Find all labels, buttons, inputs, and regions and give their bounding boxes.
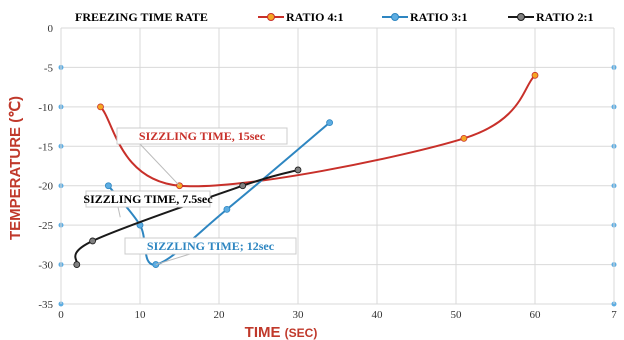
data-point [223, 205, 231, 213]
callout-label: SIZZLING TIME; 12sec [147, 239, 275, 253]
series-line-ratio-3-1 [107, 121, 331, 266]
callout-leader [117, 206, 121, 218]
y-tick-label: -5 [44, 62, 54, 74]
x-tick-label: 10 [135, 309, 147, 321]
callouts: SIZZLING TIME, 15sec SIZZLING TIME, 7.5se… [83, 127, 297, 266]
data-point [89, 237, 96, 245]
data-point [294, 166, 302, 174]
series-line-ratio-4-1 [99, 74, 536, 188]
y-tick-label: -20 [38, 181, 53, 193]
callout-leader [155, 253, 191, 266]
callout-box [85, 190, 211, 208]
legend-label-ratio-3-1: RATIO 3:1 [410, 10, 467, 24]
x-tick-label: 40 [372, 309, 384, 321]
series-line-ratio-2-1 [74, 168, 299, 266]
y-tick-label: 0 [48, 23, 54, 35]
y-axis-title: TEMPERATURE (℃) [7, 96, 24, 240]
y-tick-label: -15 [38, 141, 53, 153]
callout-leader [139, 143, 180, 187]
x-tick-label: 60 [530, 309, 542, 321]
x-tick-label: 20 [214, 309, 226, 321]
data-point [97, 103, 104, 111]
legend-item-ratio-2-1: RATIO 2:1 [508, 10, 593, 24]
data-point [460, 134, 468, 142]
legend-item-ratio-4-1: RATIO 4:1 [258, 10, 343, 24]
callout-label: SIZZLING TIME, 15sec [139, 129, 266, 143]
callout-box [116, 127, 288, 145]
legend-item-ratio-3-1: RATIO 3:1 [382, 10, 467, 24]
y-tick-label: -10 [38, 102, 53, 114]
callout-box [124, 237, 297, 255]
data-point [531, 71, 539, 79]
legend-label-ratio-2-1: RATIO 2:1 [536, 10, 593, 24]
data-point [326, 119, 334, 127]
data-point [239, 182, 247, 190]
tick-labels: 0 -5 -10 -15 -20 -25 -30 -35 0 10 20 30 40 50 60 7 [38, 23, 617, 321]
y-tick-label: -30 [38, 260, 53, 272]
data-point [73, 261, 81, 268]
x-tick-label: 7 [611, 309, 617, 321]
x-axis-title: TIME (SEC) [245, 324, 318, 340]
legend-label-ratio-4-1: RATIO 4:1 [286, 10, 343, 24]
data-point [105, 182, 112, 190]
y-tick-label: -25 [38, 220, 53, 232]
y-tick-label: -35 [38, 299, 53, 311]
legend: FREEZING TIME RATE RATIO 4:1 RATIO 3:1 R… [75, 10, 593, 24]
x-tick-label: 0 [58, 309, 64, 321]
grid [58, 27, 617, 307]
x-tick-label: 50 [451, 309, 463, 321]
callout-label: SIZZLING TIME, 7.5sec [83, 192, 213, 206]
x-tick-label: 30 [293, 309, 305, 321]
chart-title: FREEZING TIME RATE [75, 10, 208, 24]
